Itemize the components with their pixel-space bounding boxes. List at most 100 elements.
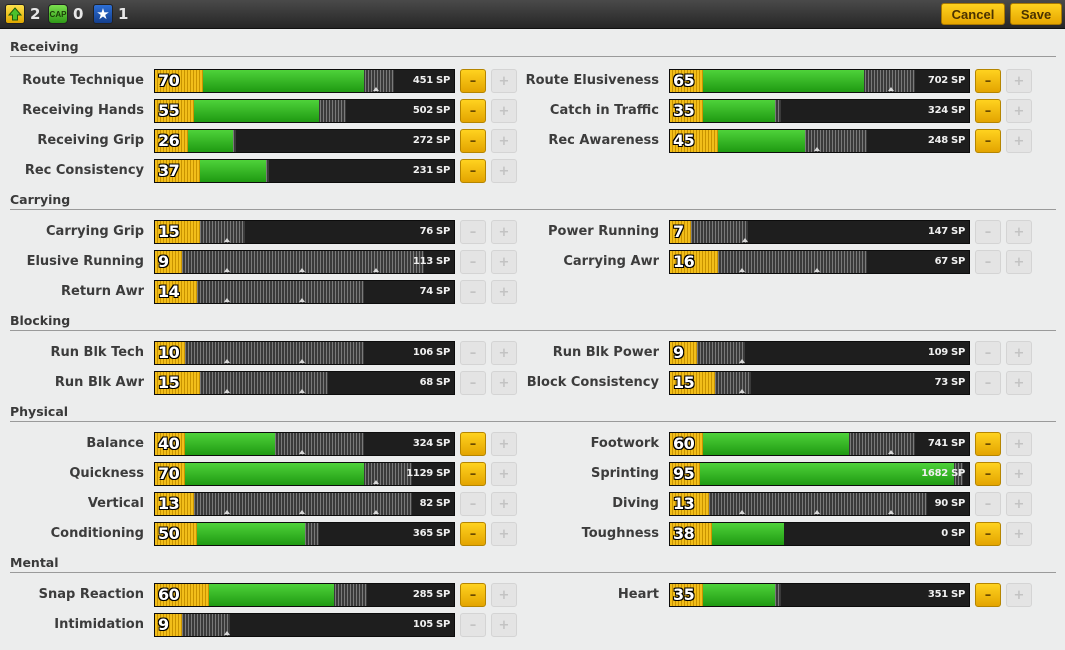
increase-button[interactable]: + <box>1006 220 1032 244</box>
stat-label: Rec Consistency <box>24 163 144 178</box>
increase-button[interactable]: + <box>1006 432 1032 456</box>
section-title: Receiving <box>10 39 79 54</box>
decrease-button[interactable]: – <box>460 371 486 395</box>
increase-button[interactable]: + <box>491 280 517 304</box>
decrease-button[interactable]: – <box>975 220 1001 244</box>
stat-label: Run Blk Tech <box>50 345 144 360</box>
increase-button[interactable]: + <box>491 462 517 486</box>
save-button[interactable]: Save <box>1010 3 1062 25</box>
decrease-button[interactable]: – <box>460 522 486 546</box>
decrease-button[interactable]: – <box>460 341 486 365</box>
decrease-button[interactable]: – <box>975 250 1001 274</box>
base-fill <box>670 221 691 243</box>
base-fill <box>670 433 703 455</box>
stat-row-conditioning: Conditioning 50 365 SP – + <box>0 522 520 546</box>
base-fill <box>155 372 200 394</box>
tier-marker-icon <box>814 510 820 514</box>
decrease-button[interactable]: – <box>975 522 1001 546</box>
section-title: Mental <box>10 555 59 570</box>
potential-fill <box>670 251 867 273</box>
stat-bar: 38 0 SP <box>669 522 970 546</box>
tier-marker-icon <box>739 359 745 363</box>
decrease-button[interactable]: – <box>460 69 486 93</box>
base-fill <box>155 463 185 485</box>
decrease-button[interactable]: – <box>460 492 486 516</box>
section-physical: Physical <box>10 404 1056 422</box>
increase-button[interactable]: + <box>1006 462 1032 486</box>
increase-button[interactable]: + <box>1006 129 1032 153</box>
stat-row-snap-reaction: Snap Reaction 60 285 SP – + <box>0 583 520 607</box>
increase-button[interactable]: + <box>491 220 517 244</box>
decrease-button[interactable]: – <box>460 432 486 456</box>
stat-bar: 50 365 SP <box>154 522 455 546</box>
decrease-button[interactable]: – <box>460 129 486 153</box>
increase-button[interactable]: + <box>1006 522 1032 546</box>
decrease-button[interactable]: – <box>975 99 1001 123</box>
increase-button[interactable]: + <box>1006 99 1032 123</box>
stat-value: 70 <box>158 71 180 90</box>
decrease-button[interactable]: – <box>460 462 486 486</box>
decrease-button[interactable]: – <box>975 341 1001 365</box>
stat-value: 7 <box>673 222 684 241</box>
increase-button[interactable]: + <box>491 432 517 456</box>
increase-button[interactable]: + <box>1006 492 1032 516</box>
increase-button[interactable]: + <box>491 583 517 607</box>
decrease-button[interactable]: – <box>460 99 486 123</box>
increase-button[interactable]: + <box>491 522 517 546</box>
stat-row-catch-in-traffic: Catch in Traffic 35 324 SP – + <box>515 99 1035 123</box>
decrease-button[interactable]: – <box>975 129 1001 153</box>
section-carrying: Carrying <box>10 192 1056 210</box>
tier-marker-icon <box>373 480 379 484</box>
stat-value: 13 <box>158 494 180 513</box>
tier-marker-icon <box>299 389 305 393</box>
skill-points-cost: 741 SP <box>927 438 965 449</box>
cap-count: 0 <box>73 5 84 23</box>
decrease-button[interactable]: – <box>460 280 486 304</box>
increase-button[interactable]: + <box>491 250 517 274</box>
decrease-button[interactable]: – <box>975 492 1001 516</box>
increase-button[interactable]: + <box>1006 371 1032 395</box>
decrease-button[interactable]: – <box>460 613 486 637</box>
increase-button[interactable]: + <box>1006 250 1032 274</box>
stat-bar: 70 1129 SP <box>154 462 455 486</box>
stat-value: 35 <box>673 101 695 120</box>
increase-button[interactable]: + <box>1006 69 1032 93</box>
increase-button[interactable]: + <box>491 129 517 153</box>
increase-button[interactable]: + <box>491 159 517 183</box>
decrease-button[interactable]: – <box>460 250 486 274</box>
section-mental: Mental <box>10 555 1056 573</box>
potential-fill <box>155 251 424 273</box>
decrease-button[interactable]: – <box>975 462 1001 486</box>
increase-button[interactable]: + <box>491 99 517 123</box>
increase-button[interactable]: + <box>1006 583 1032 607</box>
increase-button[interactable]: + <box>491 69 517 93</box>
decrease-button[interactable]: – <box>975 583 1001 607</box>
tier-marker-icon <box>224 510 230 514</box>
decrease-button[interactable]: – <box>460 583 486 607</box>
stat-label: Balance <box>86 436 144 451</box>
increase-button[interactable]: + <box>491 492 517 516</box>
tier-marker-icon <box>739 268 745 272</box>
decrease-button[interactable]: – <box>460 159 486 183</box>
increase-button[interactable]: + <box>491 613 517 637</box>
skill-points-cost: 147 SP <box>927 226 965 237</box>
skill-points-cost: 502 SP <box>412 105 450 116</box>
tier-marker-icon <box>373 87 379 91</box>
tier-marker-icon <box>299 450 305 454</box>
increase-button[interactable]: + <box>491 371 517 395</box>
increase-button[interactable]: + <box>1006 341 1032 365</box>
base-fill <box>670 523 712 545</box>
stat-row-heart: Heart 35 351 SP – + <box>515 583 1035 607</box>
cancel-button[interactable]: Cancel <box>941 3 1005 25</box>
stat-label: Carrying Grip <box>46 224 144 239</box>
increase-button[interactable]: + <box>491 341 517 365</box>
decrease-button[interactable]: – <box>975 371 1001 395</box>
stat-bar: 60 741 SP <box>669 432 970 456</box>
stat-fill <box>155 70 364 92</box>
decrease-button[interactable]: – <box>460 220 486 244</box>
decrease-button[interactable]: – <box>975 69 1001 93</box>
tier-marker-icon <box>373 510 379 514</box>
section-title: Carrying <box>10 192 71 207</box>
decrease-button[interactable]: – <box>975 432 1001 456</box>
stat-value: 9 <box>673 343 684 362</box>
